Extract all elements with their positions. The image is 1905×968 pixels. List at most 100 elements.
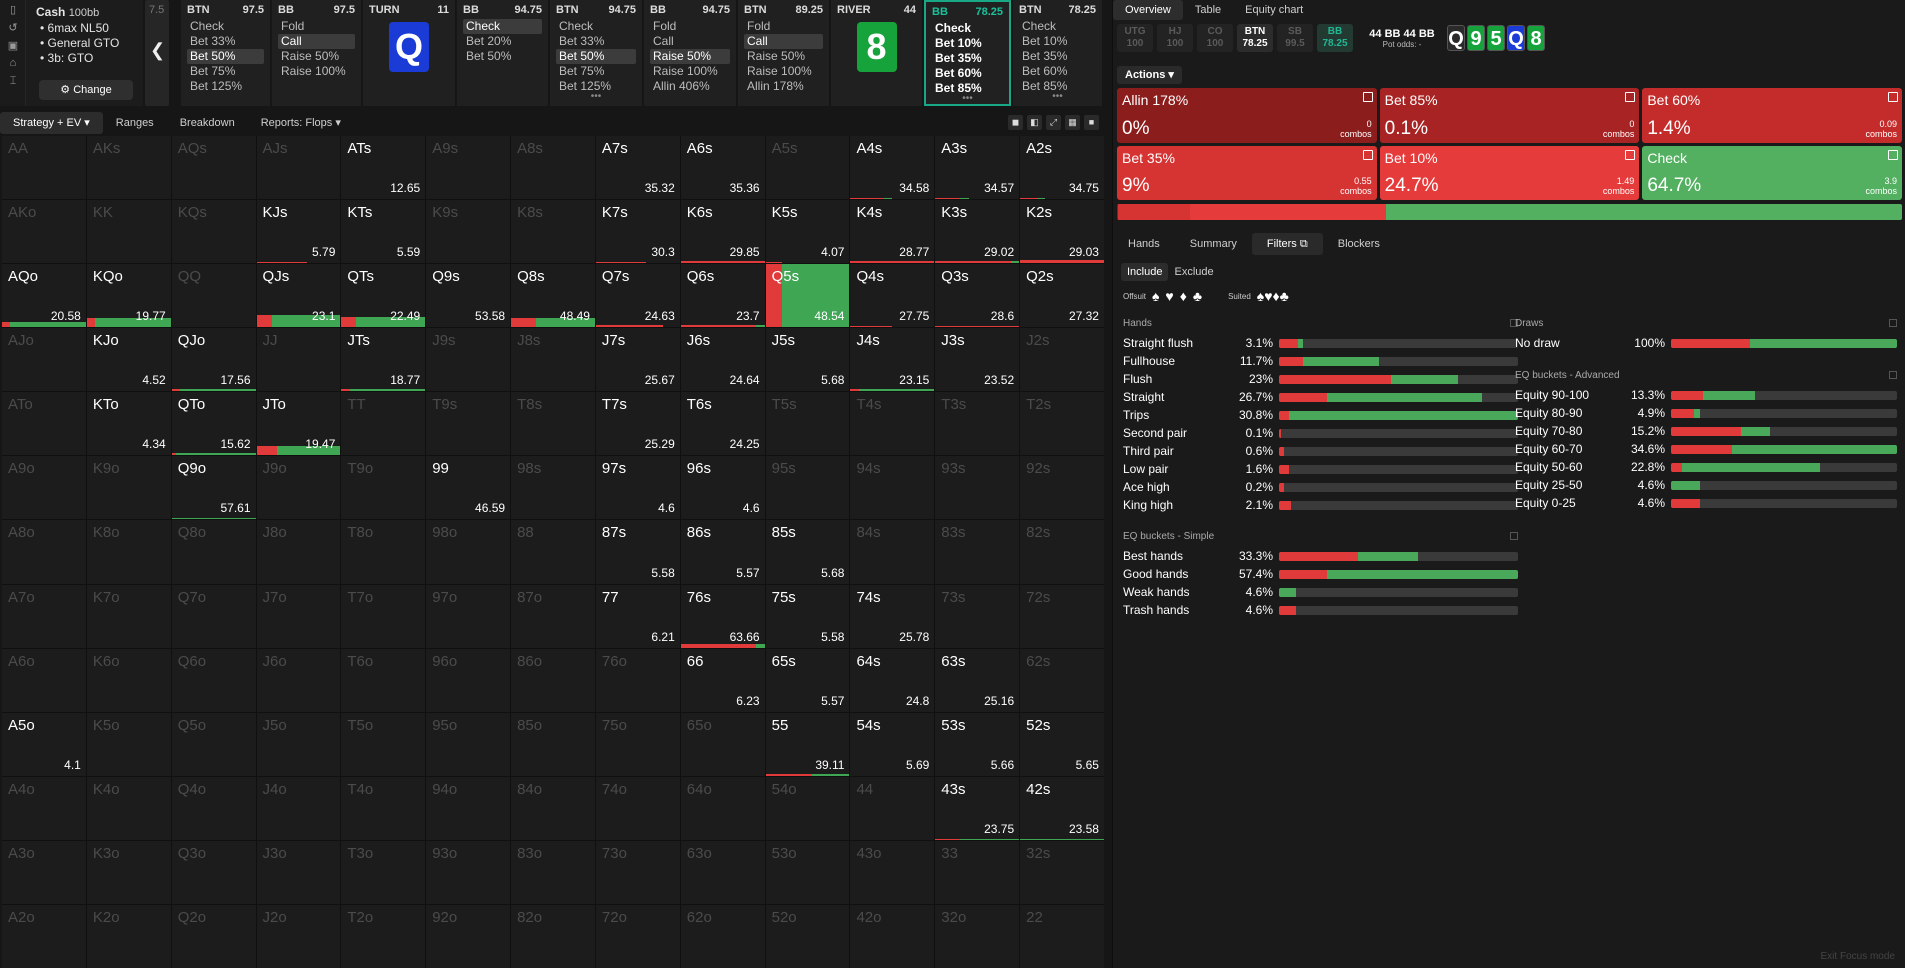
hand-cell[interactable]: 83o [511,840,595,904]
position-chip[interactable]: BB 78.25 [1317,24,1353,52]
hand-cell[interactable]: 64s 24.8 [850,648,935,712]
hand-cell[interactable]: K9s [426,200,511,264]
hand-cell[interactable]: J8s [511,328,595,392]
hand-cell[interactable]: K2o [86,904,171,968]
grid-icon[interactable]: ▦ [1065,115,1080,130]
hand-cell[interactable]: A8s [511,136,595,200]
action-option[interactable]: Bet 35% [1022,49,1068,63]
hand-cell[interactable]: 42o [850,904,935,968]
hand-cell[interactable]: J8o [256,520,341,584]
action-option[interactable]: Bet 20% [466,34,512,48]
action-option[interactable]: Bet 85% [935,81,982,95]
cube-icon[interactable]: ◼ [1008,115,1023,130]
tab-blockers[interactable]: Blockers [1337,238,1380,250]
action-option[interactable]: Bet 50% [466,49,512,63]
hand-cell[interactable]: A6s 35.36 [680,136,765,200]
hand-cell[interactable]: TT [341,392,426,456]
action-option[interactable]: Check [1022,19,1057,33]
tab-breakdown[interactable]: Breakdown [167,112,248,134]
diamond-icon[interactable]: ♦ [1179,288,1187,304]
action-option[interactable]: Check [935,21,972,35]
hand-cell[interactable]: 64o [680,776,765,840]
hand-cell[interactable]: 74s 25.78 [850,584,935,648]
hand-cell[interactable]: KQo 19.77 [86,264,171,328]
hand-cell[interactable]: 32s [1020,840,1104,904]
hand-cell[interactable]: A3o [2,840,86,904]
hand-cell[interactable]: 53o [765,840,850,904]
hand-cell[interactable]: Q5s 48.54 [765,264,850,328]
action-option[interactable]: Call [744,34,823,49]
action-option[interactable]: Bet 60% [1022,64,1068,78]
action-option[interactable]: Bet 35% [935,51,982,65]
hand-cell[interactable]: T5o [341,712,426,776]
stat-row[interactable]: Equity 0-25 4.6% [1515,494,1897,512]
history-icon[interactable]: ↺ [8,21,18,34]
hand-cell[interactable]: 84o [511,776,595,840]
hand-cell[interactable]: QQ [171,264,256,328]
hand-cell[interactable]: T5s [765,392,850,456]
hand-cell[interactable]: 65o [680,712,765,776]
hand-cell[interactable]: K4s 28.77 [850,200,935,264]
hand-cell[interactable]: AKs [86,136,171,200]
hand-cell[interactable]: A5s [765,136,850,200]
action-option[interactable]: Raise 100% [747,64,812,78]
hand-cell[interactable]: T3s [935,392,1020,456]
expand-icon[interactable] [1887,92,1898,102]
hand-cell[interactable]: Q2o [171,904,256,968]
spade-icon[interactable]: ♠♥♦♣ [1256,288,1289,304]
expand-icon[interactable] [1362,92,1373,102]
action-column[interactable]: BB 78.25 Check Bet 10% Bet 35% Bet 60% Bet 85%… [924,0,1011,106]
hand-cell[interactable]: T6s 24.25 [680,392,765,456]
action-column[interactable]: BTN 89.25 Fold Call Raise 50% Raise 100% Allin… [738,0,830,106]
action-card[interactable]: Bet 35% 9% 0.55 combos [1117,145,1377,200]
action-option[interactable]: Bet 125% [190,79,243,93]
hand-cell[interactable]: J3o [256,840,341,904]
hand-cell[interactable]: Q7o [171,584,256,648]
action-option[interactable]: Raise 100% [653,64,718,78]
hand-cell[interactable]: J2s [1020,328,1104,392]
hand-cell[interactable]: 98o [426,520,511,584]
hand-cell[interactable]: K3o [86,840,171,904]
hand-cell[interactable]: AKo [2,200,86,264]
position-chip[interactable]: HJ 100 [1157,24,1193,52]
heart-icon[interactable]: ♥ [1165,288,1174,304]
stat-row[interactable]: King high 2.1% [1123,496,1518,514]
stat-row[interactable]: Second pair 0.1% [1123,424,1518,442]
hand-cell[interactable]: J9s [426,328,511,392]
action-column[interactable]: TURN 11 Q [363,0,456,106]
hand-cell[interactable]: A4o [2,776,86,840]
action-option[interactable]: Allin 406% [653,79,710,93]
hand-cell[interactable]: J5o [256,712,341,776]
club-icon[interactable]: ♣ [1192,288,1203,304]
hand-cell[interactable]: A7o [2,584,86,648]
stat-row[interactable]: Equity 60-70 34.6% [1515,440,1897,458]
hand-cell[interactable]: T4o [341,776,426,840]
hand-cell[interactable]: 82s [1020,520,1104,584]
tab-filters[interactable]: Filters ⧉ [1251,233,1323,255]
hand-cell[interactable]: K2s 29.03 [1020,200,1104,264]
hand-cell[interactable]: 54o [765,776,850,840]
hand-cell[interactable]: 86s 5.57 [680,520,765,584]
action-card[interactable]: Bet 60% 1.4% 0.09 combos [1642,88,1902,143]
hand-cell[interactable]: KK [86,200,171,264]
hand-cell[interactable]: Q8s 48.49 [511,264,595,328]
exit-focus-mode[interactable]: Exit Focus mode [1820,951,1895,962]
home-icon[interactable]: ▯ [9,3,17,16]
hand-cell[interactable]: T8o [341,520,426,584]
hand-cell[interactable]: 52o [765,904,850,968]
hand-cell[interactable]: QTs 22.49 [341,264,426,328]
action-option[interactable]: Raise 50% [747,49,806,63]
hand-cell[interactable]: AJo [2,328,86,392]
tab-table[interactable]: Table [1194,4,1222,16]
hand-cell[interactable]: Q7s 24.63 [595,264,680,328]
hand-cell[interactable]: A3s 34.57 [935,136,1020,200]
hand-cell[interactable]: 63o [680,840,765,904]
square-icon[interactable]: ■ [1084,115,1099,130]
hand-cell[interactable]: QJo 17.56 [171,328,256,392]
action-option[interactable]: Bet 33% [190,34,236,48]
hand-cell[interactable]: 74o [595,776,680,840]
hand-cell[interactable]: A7s 35.32 [595,136,680,200]
collapse-icon[interactable] [1889,319,1897,327]
hand-cell[interactable]: 83s [935,520,1020,584]
action-option[interactable]: Bet 10% [1022,34,1068,48]
